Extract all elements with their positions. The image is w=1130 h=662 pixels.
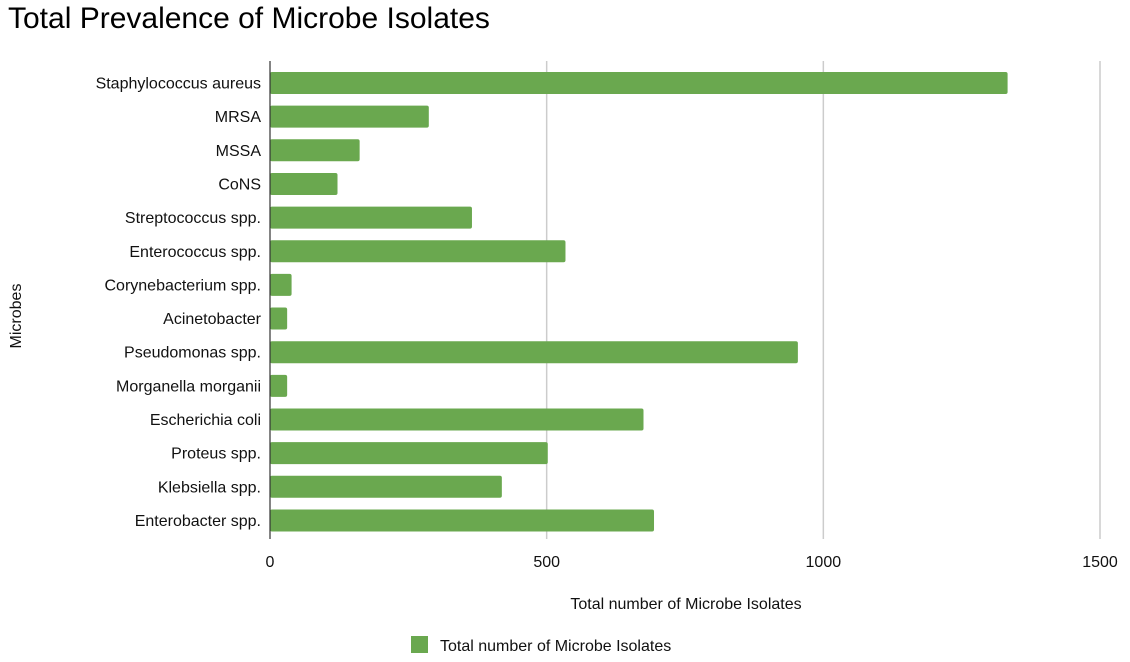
category-label: Pseudomonas spp. xyxy=(124,345,261,362)
bar xyxy=(270,105,429,128)
bar xyxy=(270,374,288,397)
bar xyxy=(270,273,292,296)
category-label: Enterococcus spp. xyxy=(129,244,261,261)
legend-label: Total number of Microbe Isolates xyxy=(440,638,671,655)
x-axis-title: Total number of Microbe Isolates xyxy=(570,596,801,613)
bar xyxy=(270,408,644,431)
x-tick-labels: 0 500 1000 1500 xyxy=(266,554,1118,571)
legend-swatch xyxy=(411,636,428,653)
category-label: Morganella morganii xyxy=(116,378,261,395)
chart-title: Total Prevalence of Microbe Isolates xyxy=(8,2,490,35)
bar xyxy=(270,509,655,532)
category-labels: Staphylococcus aureus MRSA MSSA CoNS Strepto… xyxy=(96,76,262,530)
bar xyxy=(270,172,338,195)
bar xyxy=(270,442,548,465)
category-label: MRSA xyxy=(215,109,262,126)
category-label: Proteus spp. xyxy=(171,446,261,463)
bar xyxy=(270,240,566,263)
category-label: Acinetobacter xyxy=(163,311,262,328)
category-label: CoNS xyxy=(218,176,261,193)
bars xyxy=(270,72,1008,532)
bar xyxy=(270,307,288,330)
x-tick-label: 1000 xyxy=(806,554,842,571)
bar xyxy=(270,72,1008,94)
category-label: Escherichia coli xyxy=(150,412,261,429)
gridlines xyxy=(545,61,1101,539)
legend: Total number of Microbe Isolates xyxy=(411,636,671,655)
x-tick-label: 500 xyxy=(533,554,560,571)
x-tick-label: 1500 xyxy=(1082,554,1118,571)
category-label: Enterobacter spp. xyxy=(135,513,261,530)
x-tick-label: 0 xyxy=(266,554,275,571)
category-label: Staphylococcus aureus xyxy=(96,76,261,93)
bar xyxy=(270,206,472,229)
category-label: Klebsiella spp. xyxy=(158,479,261,496)
bar xyxy=(270,341,798,364)
category-label: MSSA xyxy=(216,143,262,160)
category-label: Streptococcus spp. xyxy=(125,210,261,227)
bar xyxy=(270,475,502,498)
y-axis-title: Microbes xyxy=(8,284,25,349)
category-label: Corynebacterium spp. xyxy=(104,277,261,294)
bar xyxy=(270,139,360,162)
